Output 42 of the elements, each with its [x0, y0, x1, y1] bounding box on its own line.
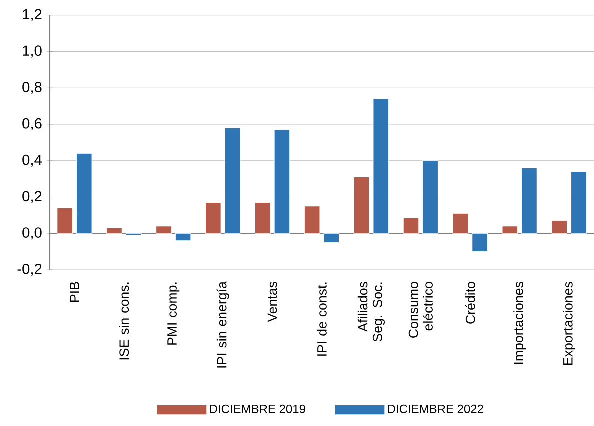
x-tick-label: Consumo eléctrico	[408, 282, 433, 338]
bar	[57, 208, 73, 234]
bar	[274, 130, 290, 234]
legend-label: DICIEMBRE 2022	[388, 404, 484, 414]
y-tick-label: 1,0	[23, 46, 42, 58]
bar	[522, 168, 538, 234]
bar	[324, 233, 340, 243]
x-tick-label: IPI de const.	[317, 282, 327, 356]
bar	[156, 226, 172, 234]
bar	[76, 153, 92, 234]
bar	[373, 98, 390, 234]
bar	[452, 213, 469, 234]
bar	[205, 202, 222, 234]
y-tick-label: -0,2	[18, 264, 42, 276]
y-tick-label: 0,2	[22, 191, 42, 204]
bar	[224, 128, 241, 234]
y-tick-label: 0,0	[22, 228, 42, 240]
bar	[403, 218, 420, 234]
x-tick-label: PIB	[70, 282, 80, 302]
x-tick-label: Ventas	[268, 282, 278, 322]
y-tick-label: 0,8	[22, 82, 42, 94]
legend-label: DICIEMBRE 2019	[210, 404, 306, 414]
bar	[502, 226, 518, 234]
y-tick-label: 0,4	[22, 154, 42, 167]
bar	[106, 228, 122, 234]
bar	[254, 202, 271, 234]
bar	[472, 233, 488, 252]
bar	[571, 172, 587, 234]
y-tick-label: 0,6	[22, 118, 42, 131]
bar	[552, 220, 568, 234]
bar	[354, 176, 370, 234]
x-tick-label: Afiliados Seg. Soc.	[358, 282, 385, 342]
x-tick-label: Crédito	[465, 282, 476, 324]
x-tick-label: Importaciones	[514, 282, 526, 364]
y-tick-label: 1,2	[23, 9, 42, 22]
x-tick-label: PMI comp.	[168, 282, 180, 345]
x-tick-label: ISE sin cons.	[119, 282, 130, 360]
x-tick-label: Exportaciones	[563, 282, 576, 365]
x-tick-label: IPI sin energía	[216, 282, 230, 368]
bar	[175, 233, 192, 242]
bar	[422, 160, 439, 234]
bar	[304, 206, 320, 234]
